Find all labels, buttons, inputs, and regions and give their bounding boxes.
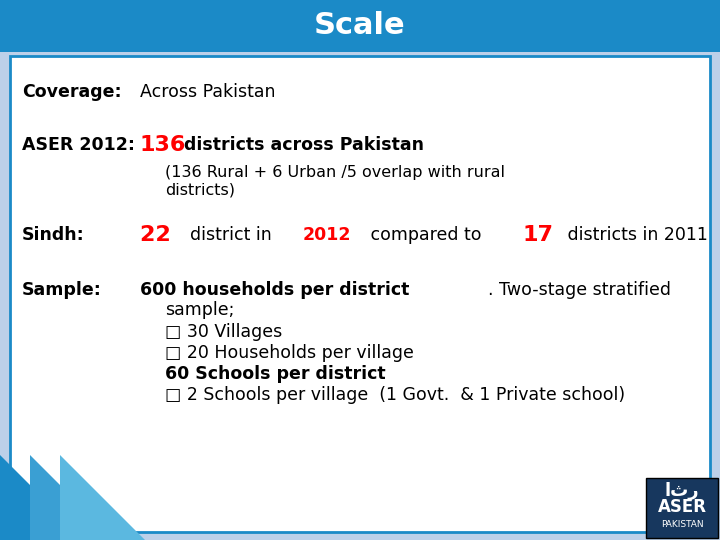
Text: Scale: Scale <box>314 11 406 40</box>
Text: 60 Schools per district: 60 Schools per district <box>165 365 386 383</box>
Text: districts in 2011: districts in 2011 <box>562 226 708 244</box>
Text: PAKISTAN: PAKISTAN <box>661 521 703 529</box>
Polygon shape <box>30 455 115 540</box>
Bar <box>0 0 720 52</box>
Text: 17: 17 <box>522 225 553 245</box>
Text: sample;: sample; <box>165 301 235 319</box>
Text: Across Pakistan: Across Pakistan <box>140 83 276 101</box>
Text: □ 30 Villages: □ 30 Villages <box>165 323 282 341</box>
Text: Sindh:: Sindh: <box>22 226 85 244</box>
Text: 2012: 2012 <box>302 226 351 244</box>
Text: Coverage:: Coverage: <box>22 83 122 101</box>
Text: district in: district in <box>189 226 277 244</box>
Text: districts): districts) <box>165 183 235 198</box>
Text: Sample:: Sample: <box>22 281 102 299</box>
Text: 600 households per district: 600 households per district <box>140 281 410 299</box>
Text: ASER: ASER <box>657 498 706 516</box>
Text: 22: 22 <box>140 225 179 245</box>
FancyBboxPatch shape <box>10 56 710 532</box>
Text: (136 Rural + 6 Urban /5 overlap with rural: (136 Rural + 6 Urban /5 overlap with rur… <box>165 165 505 179</box>
Text: 136: 136 <box>140 135 186 155</box>
Polygon shape <box>0 455 85 540</box>
FancyBboxPatch shape <box>646 478 718 538</box>
Text: . Two-stage stratified: . Two-stage stratified <box>487 281 670 299</box>
Text: districts across Pakistan: districts across Pakistan <box>178 136 424 154</box>
Polygon shape <box>60 455 145 540</box>
Text: اثر: اثر <box>665 482 699 500</box>
Text: ASER 2012:: ASER 2012: <box>22 136 135 154</box>
Text: □ 20 Households per village: □ 20 Households per village <box>165 344 414 362</box>
Text: compared to: compared to <box>365 226 487 244</box>
Text: □ 2 Schools per village  (1 Govt.  & 1 Private school): □ 2 Schools per village (1 Govt. & 1 Pri… <box>165 386 625 404</box>
